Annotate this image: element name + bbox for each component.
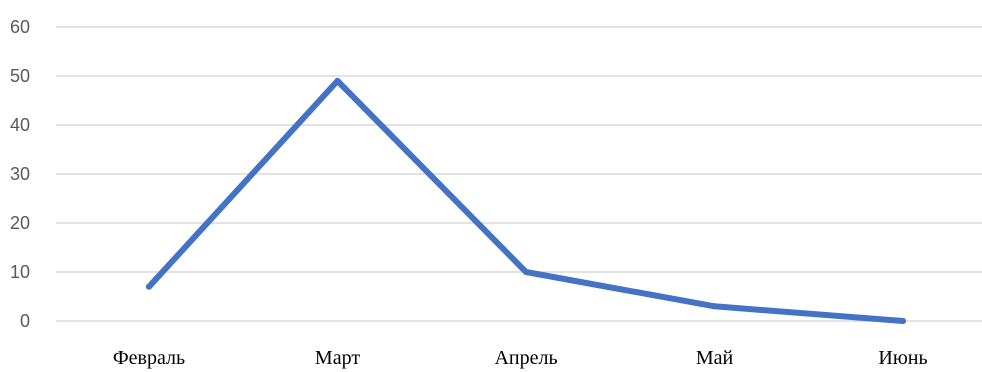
x-tick-label: Май: [696, 347, 734, 369]
gridlines: [56, 26, 982, 322]
x-tick-label: Февраль: [113, 347, 185, 369]
y-tick-label: 60: [10, 17, 30, 37]
x-axis: Февраль Март Апрель Май Июнь: [113, 347, 928, 369]
data-point: [711, 303, 718, 310]
data-point: [334, 77, 341, 84]
y-tick-label: 0: [20, 311, 30, 331]
x-tick-label: Март: [315, 347, 360, 369]
y-tick-label: 50: [10, 66, 30, 86]
x-tick-label: Июнь: [878, 347, 927, 369]
series-line: [146, 77, 906, 324]
data-point: [900, 318, 906, 324]
data-point: [523, 269, 529, 275]
data-point: [146, 283, 152, 290]
y-tick-label: 10: [10, 262, 30, 282]
y-tick-label: 40: [10, 115, 30, 135]
y-tick-label: 30: [10, 164, 30, 184]
x-tick-label: Апрель: [494, 347, 557, 369]
series-group: [146, 77, 906, 324]
y-tick-label: 20: [10, 213, 30, 233]
y-axis: 0 10 20 30 40 50 60: [10, 17, 30, 331]
